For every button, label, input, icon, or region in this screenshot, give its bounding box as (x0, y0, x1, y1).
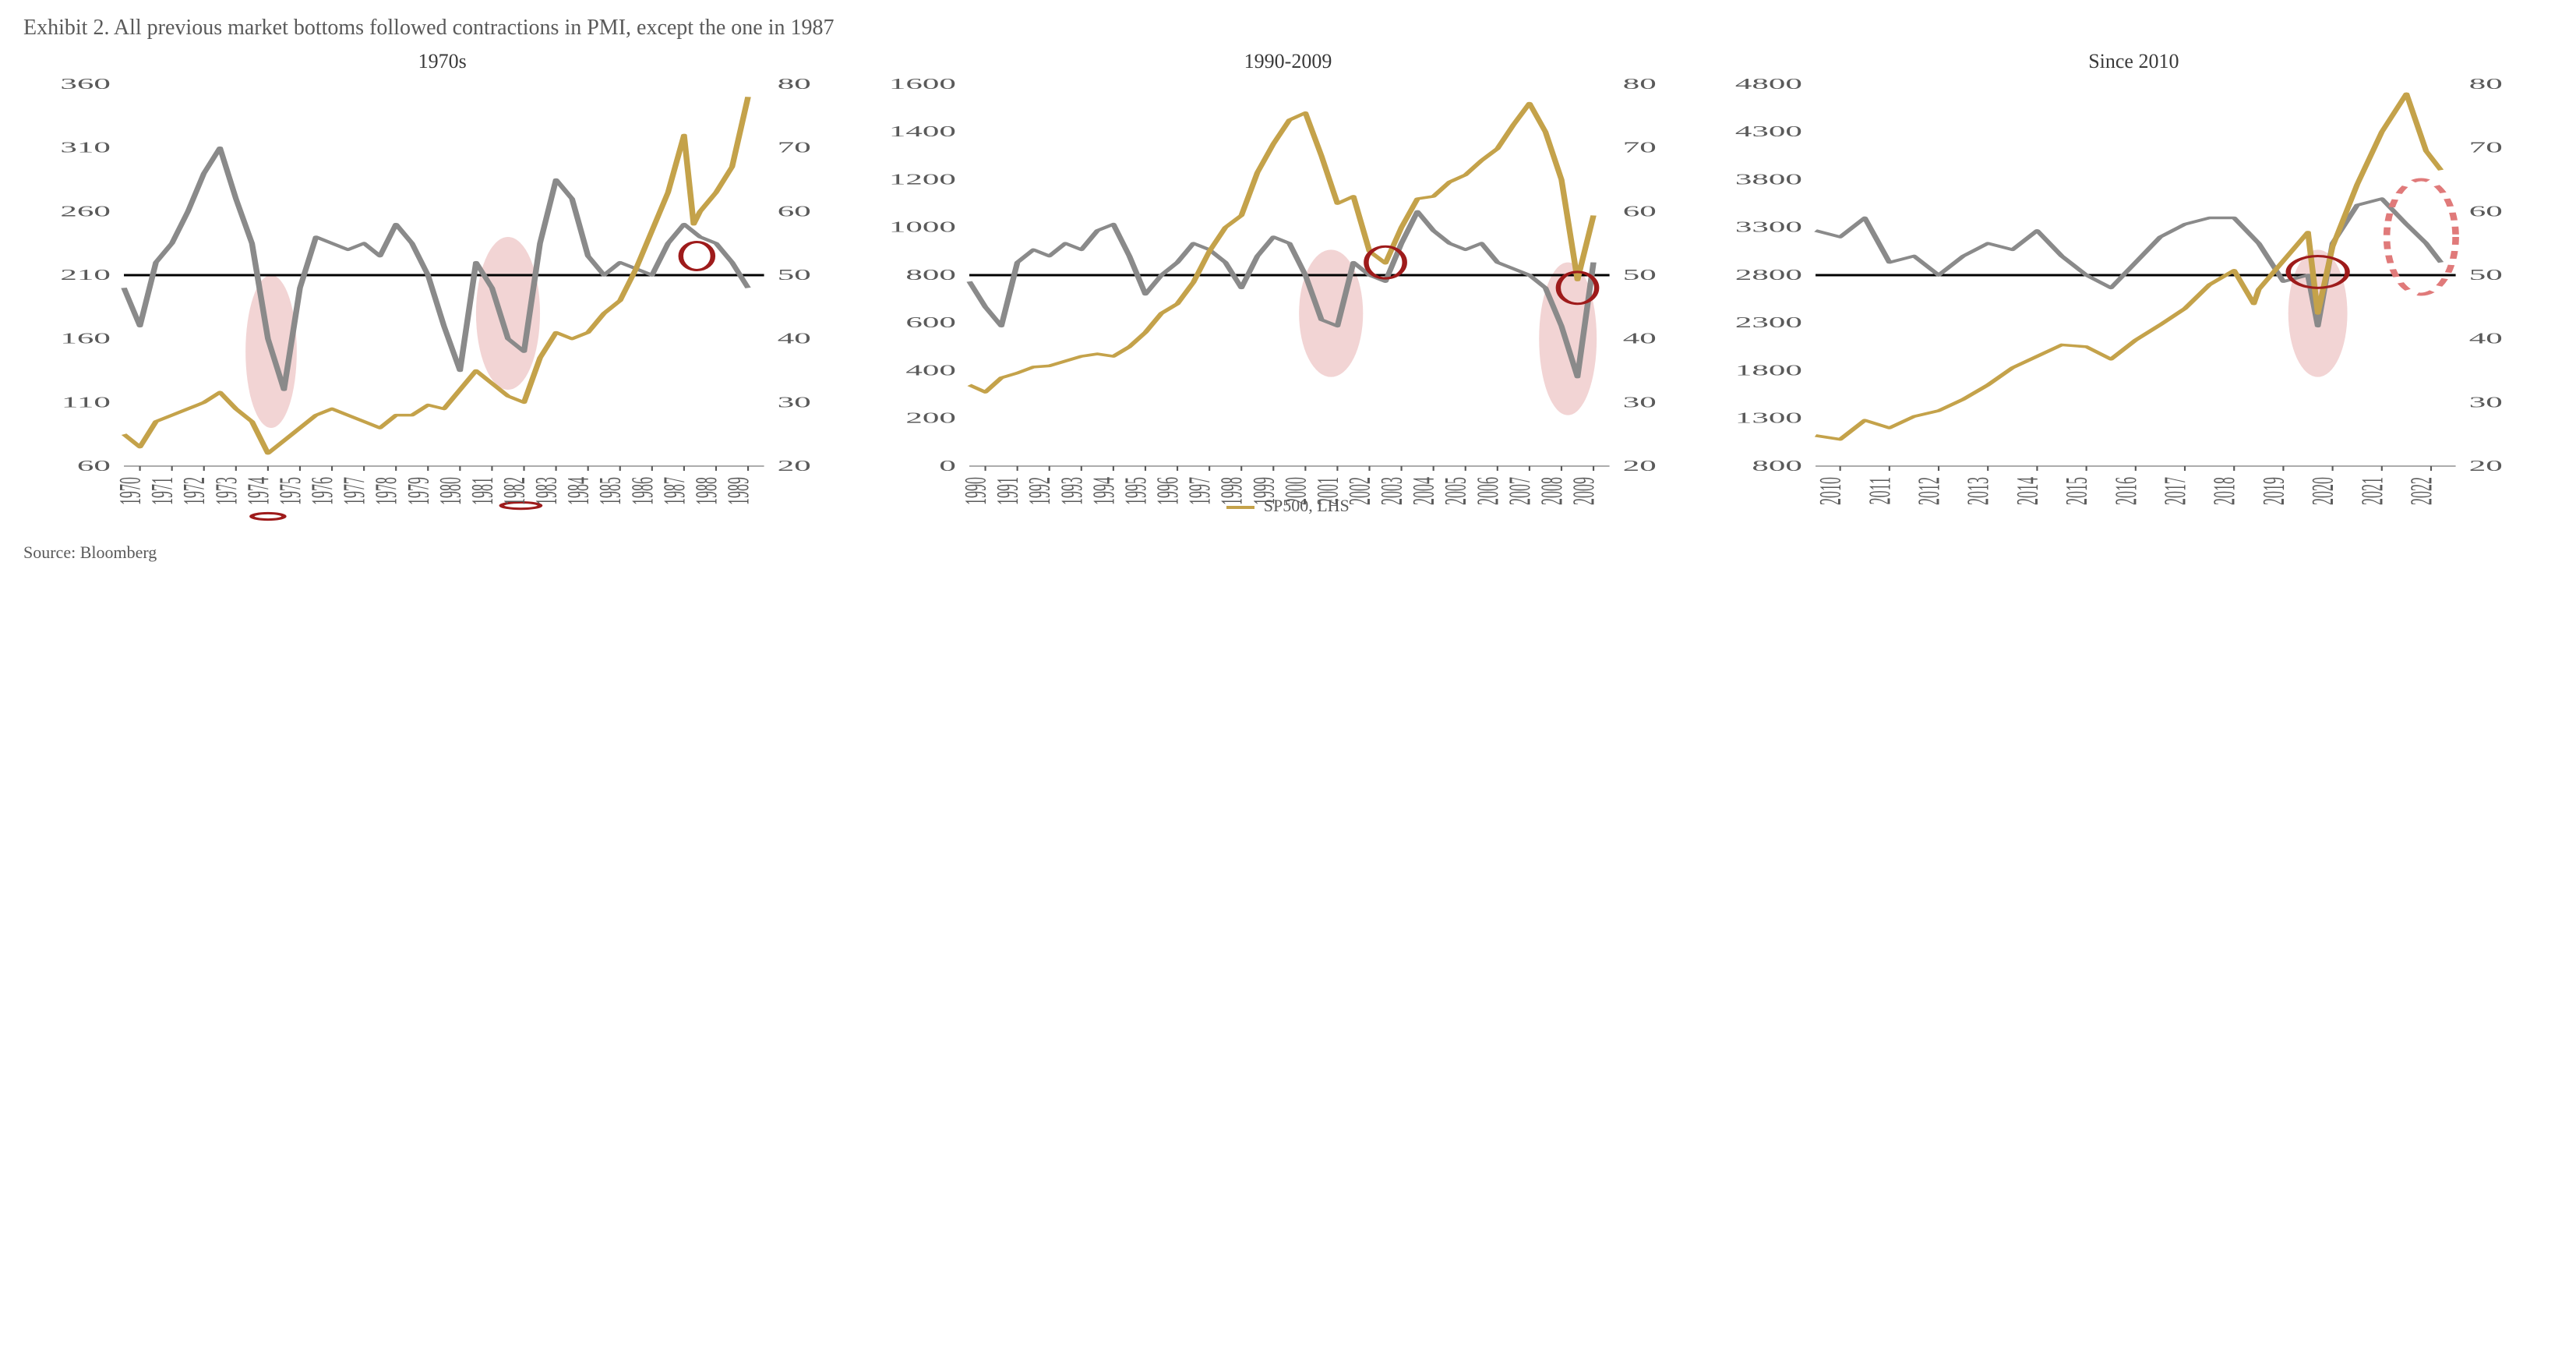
svg-text:1000: 1000 (889, 218, 956, 235)
svg-text:1977: 1977 (337, 477, 371, 505)
svg-text:200: 200 (906, 409, 956, 426)
svg-text:0: 0 (940, 458, 956, 475)
legend-swatch (1226, 506, 1254, 509)
panel-title-2010: Since 2010 (1715, 50, 2553, 73)
svg-text:2019: 2019 (2256, 477, 2290, 505)
svg-text:800: 800 (1752, 458, 1801, 475)
svg-text:40: 40 (1623, 330, 1657, 347)
svg-text:30: 30 (778, 394, 811, 411)
svg-text:50: 50 (1623, 267, 1657, 284)
svg-text:20: 20 (2468, 458, 2502, 475)
svg-text:70: 70 (1623, 139, 1657, 156)
svg-text:2021: 2021 (2355, 477, 2389, 505)
svg-text:1980: 1980 (433, 477, 468, 505)
svg-text:310: 310 (60, 139, 110, 156)
svg-text:30: 30 (2468, 394, 2502, 411)
svg-text:600: 600 (906, 314, 956, 331)
legend: SP500, LHS (869, 496, 1706, 516)
svg-text:2800: 2800 (1734, 267, 1801, 284)
svg-text:1979: 1979 (401, 477, 436, 505)
svg-text:60: 60 (778, 203, 811, 220)
panel-1970s: 1970s 60 110 160 210 260 310 360 20 30 40 50 60 70 80… (23, 50, 861, 528)
svg-text:1986: 1986 (625, 477, 659, 505)
chart-since-2010: 800 1300 1800 2300 2800 3300 3800 4300 4800 20 30 4… (1715, 76, 2553, 528)
svg-text:60: 60 (2468, 203, 2502, 220)
svg-text:210: 210 (60, 267, 110, 284)
svg-text:1970: 1970 (113, 477, 147, 505)
svg-text:260: 260 (60, 203, 110, 220)
svg-text:30: 30 (1623, 394, 1657, 411)
panel-title-1970s: 1970s (23, 50, 861, 73)
svg-text:1971: 1971 (145, 477, 179, 505)
panel-since-2010: Since 2010 800 1300 1800 2300 2800 3300 3800 43… (1715, 50, 2553, 528)
svg-text:1983: 1983 (529, 477, 563, 505)
svg-text:1200: 1200 (889, 171, 956, 188)
svg-text:1600: 1600 (889, 76, 956, 93)
svg-text:80: 80 (2468, 76, 2502, 93)
svg-text:4800: 4800 (1734, 76, 1801, 93)
svg-text:1800: 1800 (1734, 362, 1801, 379)
legend-label: SP500, LHS (1264, 496, 1350, 515)
svg-text:2012: 2012 (1911, 477, 1946, 505)
chart-1990-2009: 0 200 400 600 800 1000 1200 1400 1600 20 30 40 50 60 7… (869, 76, 1706, 528)
svg-text:2018: 2018 (2207, 477, 2241, 505)
svg-text:2015: 2015 (2059, 477, 2094, 505)
svg-text:1989: 1989 (721, 477, 755, 505)
chart-1970s: 6011016021026031036020304050607080197019… (23, 76, 861, 528)
svg-text:1982: 1982 (497, 477, 531, 505)
svg-text:1972: 1972 (177, 477, 211, 505)
panel-1990-2009: 1990-2009 0 200 400 600 800 1000 1200 1400 1600 2… (869, 50, 1706, 528)
svg-text:1974: 1974 (241, 477, 275, 505)
svg-text:3800: 3800 (1734, 171, 1801, 188)
svg-text:70: 70 (778, 139, 811, 156)
svg-text:60: 60 (1623, 203, 1657, 220)
svg-text:2017: 2017 (2158, 477, 2192, 505)
svg-text:3300: 3300 (1734, 218, 1801, 235)
panel-title-1990: 1990-2009 (869, 50, 1706, 73)
svg-text:2300: 2300 (1734, 314, 1801, 331)
svg-text:40: 40 (2468, 330, 2502, 347)
svg-text:20: 20 (778, 458, 811, 475)
svg-text:800: 800 (906, 267, 956, 284)
svg-text:2022: 2022 (2404, 477, 2438, 505)
svg-text:400: 400 (906, 362, 956, 379)
svg-text:1978: 1978 (369, 477, 404, 505)
svg-text:2020: 2020 (2306, 477, 2340, 505)
svg-text:80: 80 (1623, 76, 1657, 93)
svg-text:1984: 1984 (561, 477, 595, 505)
svg-text:1988: 1988 (689, 477, 723, 505)
svg-text:1975: 1975 (273, 477, 307, 505)
svg-text:2014: 2014 (2010, 477, 2044, 505)
svg-text:1987: 1987 (657, 477, 691, 505)
svg-text:50: 50 (2468, 267, 2502, 284)
svg-text:1976: 1976 (305, 477, 339, 505)
svg-text:20: 20 (1623, 458, 1657, 475)
svg-text:1973: 1973 (209, 477, 243, 505)
svg-text:40: 40 (778, 330, 811, 347)
svg-text:1981: 1981 (465, 477, 499, 505)
svg-text:60: 60 (77, 458, 111, 475)
svg-text:4300: 4300 (1734, 123, 1801, 140)
svg-text:1300: 1300 (1734, 409, 1801, 426)
svg-text:110: 110 (62, 394, 111, 411)
source-text: Source: Bloomberg (23, 542, 2553, 563)
svg-text:1985: 1985 (593, 477, 627, 505)
charts-row: 1970s 6011016021026031036020304050607080… (23, 50, 2553, 528)
svg-text:360: 360 (60, 76, 110, 93)
svg-text:2013: 2013 (1960, 477, 1995, 505)
svg-text:70: 70 (2468, 139, 2502, 156)
svg-text:2010: 2010 (1813, 477, 1847, 505)
svg-text:2016: 2016 (2108, 477, 2143, 505)
exhibit-title: Exhibit 2. All previous market bottoms f… (23, 16, 2553, 41)
svg-text:50: 50 (778, 267, 811, 284)
svg-text:2011: 2011 (1862, 477, 1897, 504)
svg-text:1400: 1400 (889, 123, 956, 140)
svg-text:160: 160 (60, 330, 110, 347)
svg-text:80: 80 (778, 76, 811, 93)
